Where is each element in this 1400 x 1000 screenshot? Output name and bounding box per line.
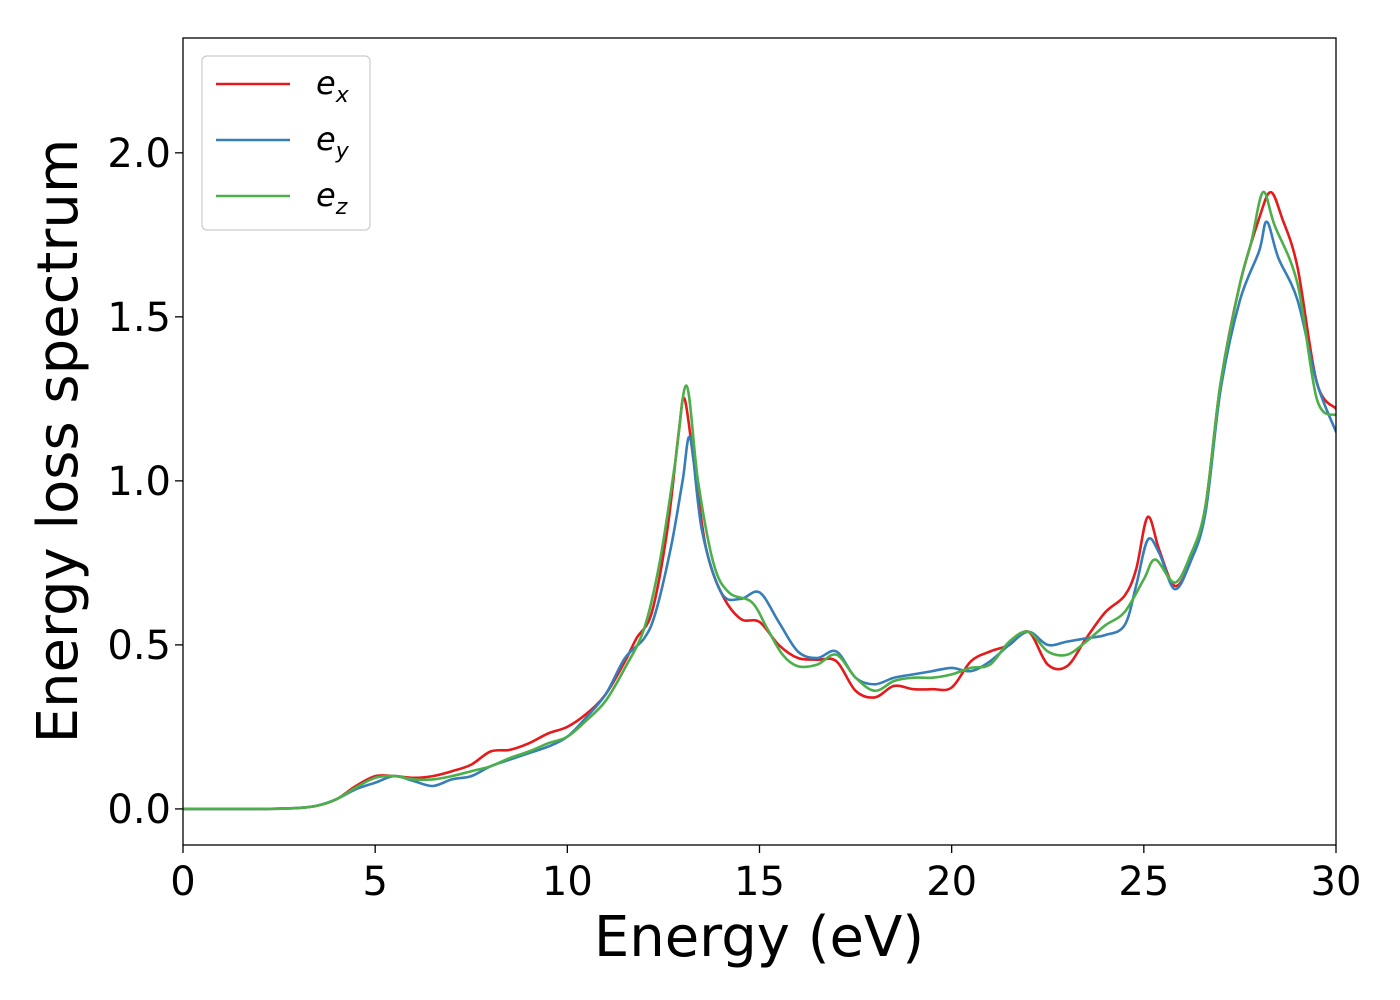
y-tick-label: 1.0 bbox=[107, 459, 171, 505]
y-tick-label: 0.5 bbox=[107, 623, 171, 669]
x-tick-label: 30 bbox=[1311, 859, 1362, 905]
y-tick-label: 1.5 bbox=[107, 295, 171, 341]
x-tick-label: 0 bbox=[170, 859, 195, 905]
legend-label-ex: ex bbox=[316, 64, 350, 108]
x-tick-label: 15 bbox=[734, 859, 785, 905]
y-tick-label: 0.0 bbox=[107, 787, 171, 833]
series-line-ex bbox=[183, 190, 1336, 811]
x-axis-ticks: 0 5 10 15 20 25 30 bbox=[170, 845, 1361, 905]
x-axis-label: Energy (eV) bbox=[594, 905, 924, 970]
x-tick-label: 25 bbox=[1118, 859, 1169, 905]
x-tick-label: 5 bbox=[362, 859, 387, 905]
series-line-ez bbox=[183, 190, 1336, 811]
y-tick-label: 2.0 bbox=[107, 131, 171, 177]
series-line-ey bbox=[183, 220, 1336, 811]
legend-label-ey: ey bbox=[316, 120, 350, 164]
series-lines bbox=[183, 190, 1336, 811]
y-axis-label: Energy loss spectrum bbox=[26, 139, 91, 744]
legend-box bbox=[201, 55, 371, 231]
x-tick-label: 20 bbox=[926, 859, 977, 905]
x-tick-label: 10 bbox=[542, 859, 593, 905]
y-axis-ticks: 0.0 0.5 1.0 1.5 2.0 bbox=[107, 131, 183, 833]
